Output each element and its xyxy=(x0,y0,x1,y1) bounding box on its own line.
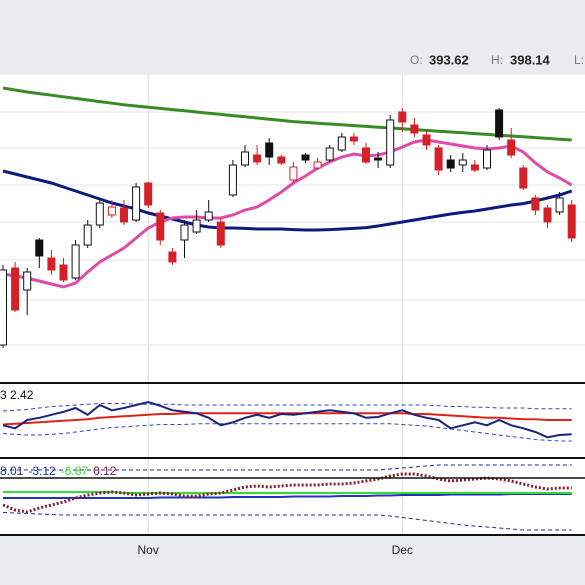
candle-body xyxy=(71,244,80,279)
indicator-value: -3.12 xyxy=(28,464,56,478)
candle-body xyxy=(495,109,504,138)
candle-body xyxy=(386,119,395,166)
candle-body xyxy=(216,221,225,246)
candle-body xyxy=(374,157,383,161)
line xyxy=(2,138,573,289)
candle-body xyxy=(95,202,104,226)
panel-borders xyxy=(0,382,585,536)
indicator-value: -6.87 xyxy=(61,464,89,478)
candle-body xyxy=(531,197,540,211)
candle-body xyxy=(470,164,479,171)
candle-body xyxy=(555,197,564,213)
candle-body xyxy=(11,267,20,311)
low-label: L: xyxy=(574,53,584,67)
candle-body xyxy=(180,224,189,241)
candle-body xyxy=(0,269,7,346)
line xyxy=(3,491,572,494)
indicator-panel xyxy=(2,400,572,442)
candle-body xyxy=(483,149,491,169)
indicator-value: 8.01 xyxy=(0,464,24,478)
open-label: O: xyxy=(410,53,423,67)
high-value: 398.14 xyxy=(510,52,551,67)
candle-body xyxy=(228,164,237,196)
candle-body xyxy=(422,134,431,146)
line xyxy=(2,512,572,531)
candle-body xyxy=(83,224,92,246)
candle-body xyxy=(192,219,201,233)
candle-body xyxy=(349,136,358,142)
candle-body xyxy=(168,251,177,263)
high-label: H: xyxy=(491,53,503,67)
candle-body xyxy=(289,166,298,181)
candle-body xyxy=(23,271,32,291)
indicator-panel xyxy=(2,464,572,531)
x-tick-label: Nov xyxy=(138,543,159,557)
candle-body xyxy=(301,154,310,161)
line xyxy=(2,169,573,232)
candle-body xyxy=(434,147,443,171)
candle-body xyxy=(59,264,68,281)
line xyxy=(2,86,572,142)
candle-body xyxy=(362,147,370,163)
candle-body xyxy=(35,239,44,257)
candle-body xyxy=(144,182,153,206)
candle-body xyxy=(313,161,322,169)
line xyxy=(2,472,572,514)
indicator-label: 3 2.42 xyxy=(0,388,34,402)
candle-body xyxy=(132,186,141,221)
candle-body xyxy=(507,139,516,156)
candle-body xyxy=(47,257,56,271)
candle-body xyxy=(325,147,334,161)
line xyxy=(2,412,572,426)
candle-body xyxy=(253,154,262,163)
candle-body xyxy=(120,207,128,223)
indicator-value: 0.12 xyxy=(93,464,117,478)
header-bar xyxy=(0,0,585,75)
candle-body xyxy=(458,159,467,166)
indicator-labels: 8.01 -3.12 -6.87 0.12 xyxy=(0,464,117,478)
price-panel xyxy=(0,86,576,348)
candle-body xyxy=(398,111,407,123)
candle-body xyxy=(156,212,165,241)
candle-body xyxy=(410,124,419,134)
candle-body xyxy=(277,156,286,164)
candle-body xyxy=(241,151,249,166)
open-value: 393.62 xyxy=(429,52,469,67)
candle-body xyxy=(107,206,116,216)
candle-body xyxy=(337,136,346,151)
line xyxy=(3,464,572,471)
x-tick-label: Dec xyxy=(392,543,413,557)
line xyxy=(2,400,572,439)
line xyxy=(3,493,572,499)
candle-body xyxy=(519,167,528,189)
candle-body xyxy=(543,207,552,223)
candle-body xyxy=(446,159,455,169)
candle-body xyxy=(265,142,274,158)
candle-body xyxy=(204,211,213,221)
candle-body xyxy=(567,204,576,239)
